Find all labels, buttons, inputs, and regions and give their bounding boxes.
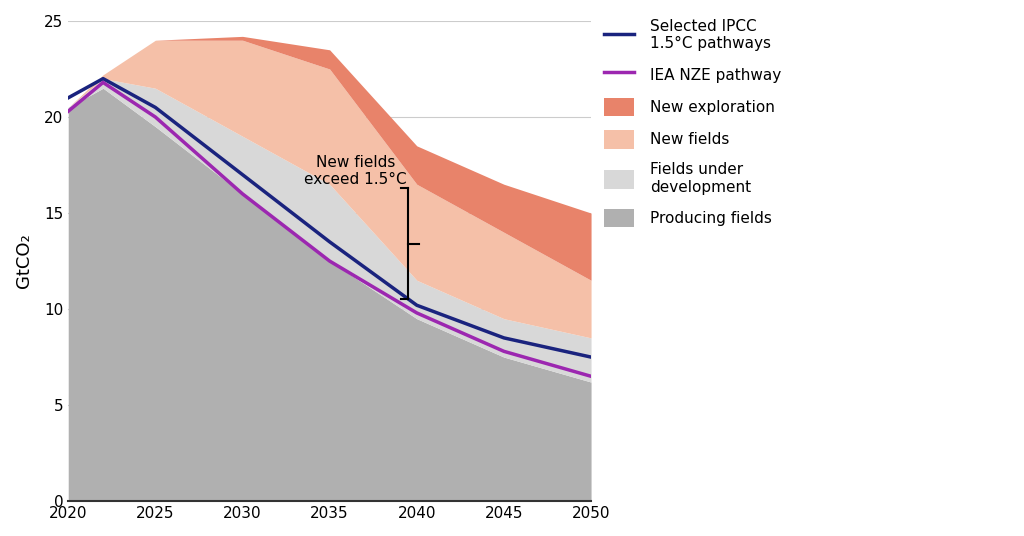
Legend: Selected IPCC
1.5°C pathways, IEA NZE pathway, New exploration, New fields, Fiel: Selected IPCC 1.5°C pathways, IEA NZE pa…	[604, 19, 781, 227]
Y-axis label: GtCO₂: GtCO₂	[15, 234, 33, 288]
Text: New fields
exceed 1.5°C: New fields exceed 1.5°C	[304, 154, 408, 187]
